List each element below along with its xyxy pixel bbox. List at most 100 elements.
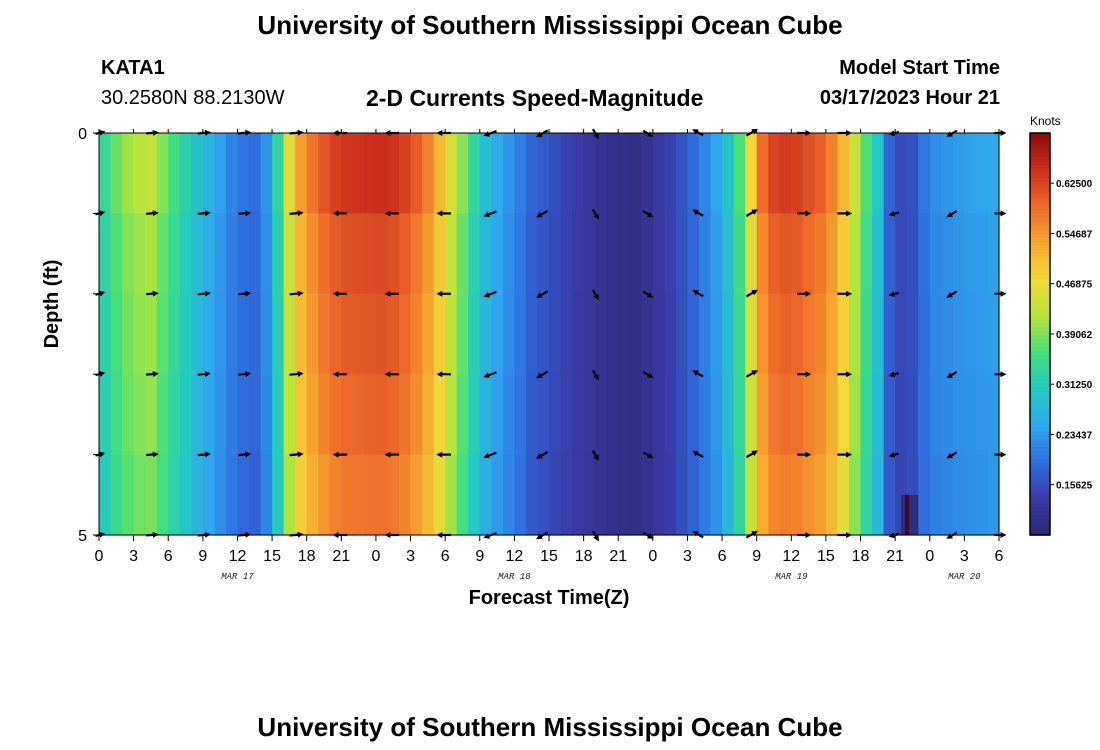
heatmap-cell bbox=[306, 293, 319, 375]
chart-title: University of Southern Mississippi Ocean… bbox=[257, 10, 843, 40]
current-arrow bbox=[197, 371, 211, 377]
heatmap-cell bbox=[99, 374, 112, 456]
x-tick-label: 0 bbox=[371, 548, 380, 565]
heatmap-cell bbox=[214, 133, 227, 214]
heatmap-cell bbox=[387, 133, 400, 214]
heatmap-cell bbox=[422, 454, 435, 536]
colorbar-swatch bbox=[1030, 366, 1050, 371]
current-arrow bbox=[536, 209, 549, 218]
heatmap-cell bbox=[756, 374, 769, 456]
heatmap-cell bbox=[606, 133, 619, 214]
heatmap-cell bbox=[756, 293, 769, 375]
heatmap-cell bbox=[283, 454, 296, 536]
colorbar-swatch bbox=[1030, 334, 1050, 339]
heatmap-cell bbox=[260, 133, 273, 214]
heatmap-cell bbox=[964, 133, 977, 214]
heatmap-cell bbox=[375, 213, 389, 295]
heatmap-cell bbox=[849, 213, 862, 295]
x-tick-label: 21 bbox=[332, 548, 350, 565]
heatmap-cell bbox=[964, 374, 977, 456]
colorbar-swatch bbox=[1030, 450, 1050, 456]
heatmap-cell bbox=[283, 133, 296, 214]
heatmap-cell bbox=[664, 133, 677, 214]
heatmap-cell bbox=[352, 293, 365, 375]
colorbar-swatch bbox=[1030, 173, 1050, 178]
colorbar-tick-label: 0.46875 bbox=[1056, 280, 1093, 291]
current-arrow bbox=[536, 290, 549, 298]
colorbar-swatch bbox=[1030, 205, 1050, 210]
heatmap-cell bbox=[295, 293, 308, 375]
heatmap-cell bbox=[687, 133, 700, 214]
heatmap-cell bbox=[791, 213, 804, 295]
heatmap-cell bbox=[883, 213, 896, 295]
current-arrow bbox=[591, 450, 599, 462]
heatmap-cell bbox=[341, 133, 354, 214]
heatmap-cell bbox=[710, 133, 723, 214]
heatmap-cell bbox=[260, 213, 273, 295]
heatmap-cell bbox=[410, 454, 423, 536]
heatmap-cell bbox=[941, 213, 954, 295]
heatmap-cell bbox=[122, 293, 135, 375]
heatmap-cell bbox=[572, 133, 585, 214]
heatmap-cell bbox=[525, 374, 539, 456]
colorbar-swatch bbox=[1030, 522, 1050, 528]
colorbar-swatch bbox=[1030, 502, 1050, 508]
colorbar-swatch bbox=[1030, 245, 1050, 251]
heatmap-cell bbox=[168, 213, 181, 295]
colorbar-swatch bbox=[1030, 185, 1050, 190]
heatmap-cell bbox=[849, 133, 862, 214]
heatmap-cell bbox=[433, 293, 446, 375]
current-arrow bbox=[237, 210, 252, 217]
current-arrow bbox=[745, 209, 758, 217]
heatmap-cell bbox=[652, 454, 665, 536]
model-start-label: Model Start Time bbox=[839, 57, 1000, 79]
heatmap-cell bbox=[318, 374, 331, 456]
heatmap-cell bbox=[168, 293, 181, 375]
heatmap-cell bbox=[825, 374, 839, 456]
colorbar-swatch bbox=[1030, 498, 1050, 504]
colorbar-swatch bbox=[1030, 470, 1050, 476]
heatmap-cell bbox=[156, 213, 169, 295]
heatmap-cell bbox=[202, 133, 215, 214]
heatmap-cell bbox=[491, 213, 504, 295]
colorbar-tick-label: 0.62500 bbox=[1056, 179, 1093, 190]
current-arrow bbox=[642, 290, 654, 298]
heatmap-cell bbox=[491, 133, 504, 214]
current-arrow bbox=[146, 210, 159, 217]
heatmap-cell bbox=[883, 133, 896, 214]
heatmap-cell bbox=[445, 133, 458, 214]
heatmap-cell bbox=[502, 213, 515, 295]
heatmap-cell bbox=[952, 293, 965, 375]
heatmap-cell bbox=[606, 293, 619, 375]
colorbar-swatch bbox=[1030, 406, 1050, 411]
colorbar-swatch bbox=[1030, 418, 1050, 424]
colorbar-swatch bbox=[1030, 213, 1050, 219]
heatmap-cell bbox=[722, 374, 735, 456]
heatmap-cell bbox=[514, 454, 527, 536]
heatmap-cell bbox=[975, 133, 989, 214]
current-arrow bbox=[888, 210, 900, 217]
colorbar-swatch bbox=[1030, 354, 1050, 359]
x-tick-label: 15 bbox=[817, 548, 835, 565]
heatmap-cell bbox=[560, 293, 573, 375]
chart-subtitle: 2-D Currents Speed-Magnitude bbox=[366, 85, 704, 111]
heatmap-cell bbox=[468, 213, 481, 295]
heatmap-cell bbox=[733, 454, 746, 536]
heatmap-cell bbox=[364, 213, 377, 295]
heatmap-cell bbox=[433, 213, 446, 295]
heatmap-cell bbox=[664, 374, 677, 456]
date-label: MAR 17 bbox=[221, 572, 254, 582]
colorbar-swatch bbox=[1030, 169, 1050, 174]
heatmap-cell bbox=[387, 213, 400, 295]
colorbar-swatch bbox=[1030, 209, 1050, 214]
heatmap-cell bbox=[952, 454, 965, 536]
heatmap-cell bbox=[895, 213, 908, 295]
heatmap-cell bbox=[710, 454, 723, 536]
colorbar: 0.15625 0.23437 0.31250 0.39062 0.46875 0.546… bbox=[1029, 132, 1093, 536]
colorbar-swatch bbox=[1030, 410, 1050, 415]
colorbar-swatch bbox=[1030, 261, 1050, 267]
heatmap-cell bbox=[306, 454, 319, 536]
current-arrow bbox=[483, 210, 497, 218]
heatmap-cell bbox=[156, 293, 169, 375]
